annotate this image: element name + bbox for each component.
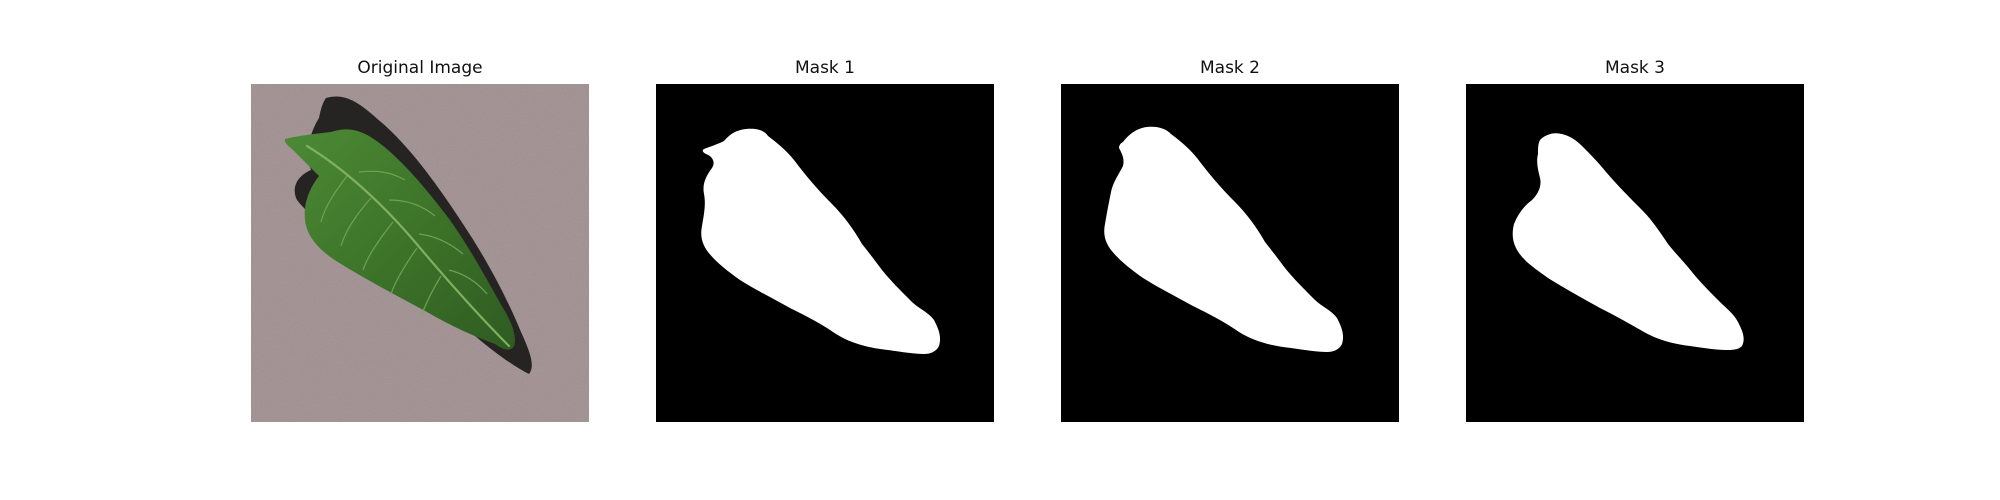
mask-image bbox=[656, 84, 994, 422]
leaf bbox=[284, 129, 515, 350]
mask-region bbox=[701, 128, 941, 354]
mask-image bbox=[1466, 84, 1804, 422]
panel-title: Original Image bbox=[357, 58, 483, 78]
leaf-veins bbox=[320, 170, 488, 317]
panel-title: Mask 2 bbox=[1199, 58, 1260, 78]
leaf-midrib bbox=[305, 144, 511, 348]
panel-title: Mask 3 bbox=[1604, 58, 1665, 78]
mask-region bbox=[1512, 133, 1744, 350]
mask-image bbox=[1061, 84, 1399, 422]
panel-title: Mask 1 bbox=[794, 58, 855, 78]
original-image bbox=[251, 84, 589, 422]
mask-region bbox=[1104, 126, 1344, 352]
